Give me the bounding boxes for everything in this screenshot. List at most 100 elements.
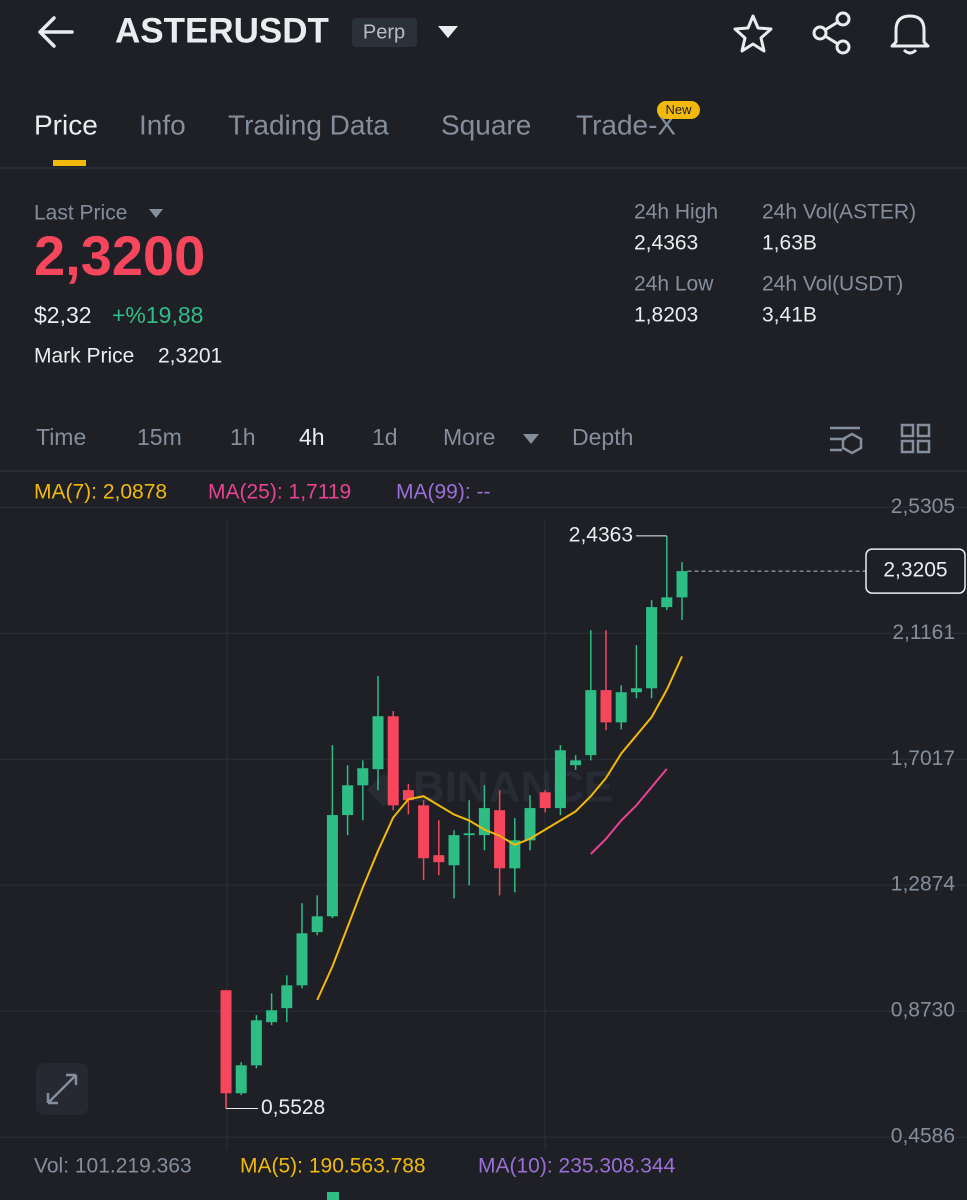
low-marker-label: 0,5528 [261, 1096, 325, 1119]
candle-body [615, 692, 627, 723]
interval-option[interactable]: 1h [230, 424, 256, 450]
volume-stat: Vol: 101.219.363 [34, 1155, 192, 1178]
ma-legend: MA(25): 1,7119 [208, 481, 351, 504]
share-icon[interactable] [812, 11, 851, 55]
last-price-dropdown[interactable] [149, 209, 163, 218]
y-tick-label: 1,7017 [891, 747, 955, 770]
stat-label: 24h Low [634, 273, 714, 296]
candle-body [494, 810, 506, 869]
share-node [835, 39, 851, 55]
share-node [812, 25, 828, 41]
candle-body [220, 990, 232, 1094]
symbol-dropdown[interactable] [438, 26, 458, 38]
layout-cell [916, 439, 931, 454]
stat-value: 3,41B [762, 304, 817, 327]
interval-option[interactable]: 4h [299, 424, 325, 450]
perp-badge: Perp [363, 21, 405, 43]
y-tick-label: 1,2874 [891, 873, 956, 896]
ma-line [590, 768, 668, 855]
fullscreen-button[interactable] [36, 1063, 88, 1115]
tab[interactable]: Trading Data [228, 109, 389, 140]
stat-value: 2,4363 [634, 232, 698, 255]
interval-option[interactable]: 15m [137, 424, 182, 450]
candle-body [357, 768, 369, 786]
last-price-box [865, 548, 966, 594]
mark-price: 2,3201 [158, 345, 222, 368]
candle-body [478, 808, 490, 836]
candle-body [235, 1065, 247, 1094]
interval-option[interactable]: Depth [572, 424, 633, 450]
candle-body [418, 805, 430, 859]
candle-body [463, 833, 475, 836]
price-change: +%19,88 [112, 302, 203, 328]
layout-cell [900, 423, 915, 438]
candle-body [433, 855, 445, 863]
tab[interactable]: Price [34, 109, 98, 140]
stat-label: 24h Vol(USDT) [762, 273, 903, 296]
volume-bar-peek [327, 1192, 339, 1200]
layout-cell [900, 439, 915, 454]
new-badge-bg [657, 101, 700, 119]
perp-badge-bg [352, 18, 417, 47]
active-tab-indicator [53, 160, 86, 166]
interval-option[interactable]: Time [36, 424, 86, 450]
candle-body [266, 1010, 278, 1023]
y-tick-label: 0,8730 [891, 999, 955, 1022]
candle-body [524, 808, 536, 841]
candle-body [448, 835, 460, 866]
candle-body [509, 840, 521, 869]
candle-body [676, 571, 688, 598]
candle-body [539, 792, 551, 809]
candle-body [311, 916, 323, 933]
interval-option[interactable]: More [443, 424, 495, 450]
candle-body [326, 815, 338, 917]
volume-stat: MA(10): 235.308.344 [478, 1155, 676, 1178]
candle-body [585, 690, 597, 756]
candle-body [661, 597, 673, 608]
y-tick-label: 2,5305 [891, 495, 955, 518]
back-button[interactable] [38, 16, 74, 48]
alert-icon[interactable] [890, 14, 930, 55]
ma-legend: MA(7): 2,0878 [34, 481, 167, 504]
candle-body [402, 790, 414, 801]
candle-body [630, 688, 642, 693]
high-marker-label: 2,4363 [569, 523, 633, 546]
candle-body [646, 607, 658, 689]
last-price-label[interactable]: Last Price [34, 202, 127, 225]
layout-icon[interactable] [900, 423, 931, 454]
candle-body [570, 760, 582, 766]
settings-hex [841, 432, 863, 455]
last-price-label: 2,3205 [883, 559, 947, 582]
candle-body [600, 690, 612, 723]
share-node [835, 11, 851, 27]
tab[interactable]: Info [139, 109, 186, 140]
candle-body [387, 716, 399, 806]
symbol-title[interactable]: ASTERUSDT [115, 11, 329, 50]
y-tick-label: 2,1161 [892, 621, 955, 644]
back-arrow [38, 16, 74, 48]
volume-stat: MA(5): 190.563.788 [240, 1155, 426, 1178]
layout-cell [916, 423, 931, 438]
fullscreen-icon [46, 1073, 78, 1105]
ma-legend: MA(99): -- [396, 481, 491, 504]
indicator-settings-icon[interactable] [830, 426, 863, 455]
candle-body [372, 716, 384, 770]
candle-body [250, 1020, 262, 1066]
y-tick-label: 0,4586 [891, 1125, 955, 1148]
usd-price: $2,32 [34, 302, 92, 328]
stat-value: 1,8203 [634, 304, 698, 327]
last-price: 2,3200 [34, 224, 205, 287]
more-dropdown[interactable] [523, 434, 539, 444]
candle-body [342, 785, 354, 816]
share-links [824, 20, 839, 46]
favorite-icon[interactable] [733, 14, 773, 53]
stat-label: 24h High [634, 201, 718, 224]
new-badge: New [665, 102, 692, 117]
candle-body [296, 933, 308, 986]
ma-line [316, 655, 683, 1001]
interval-option[interactable]: 1d [372, 424, 398, 450]
stat-value: 1,63B [762, 232, 817, 255]
tab[interactable]: Square [441, 109, 531, 140]
